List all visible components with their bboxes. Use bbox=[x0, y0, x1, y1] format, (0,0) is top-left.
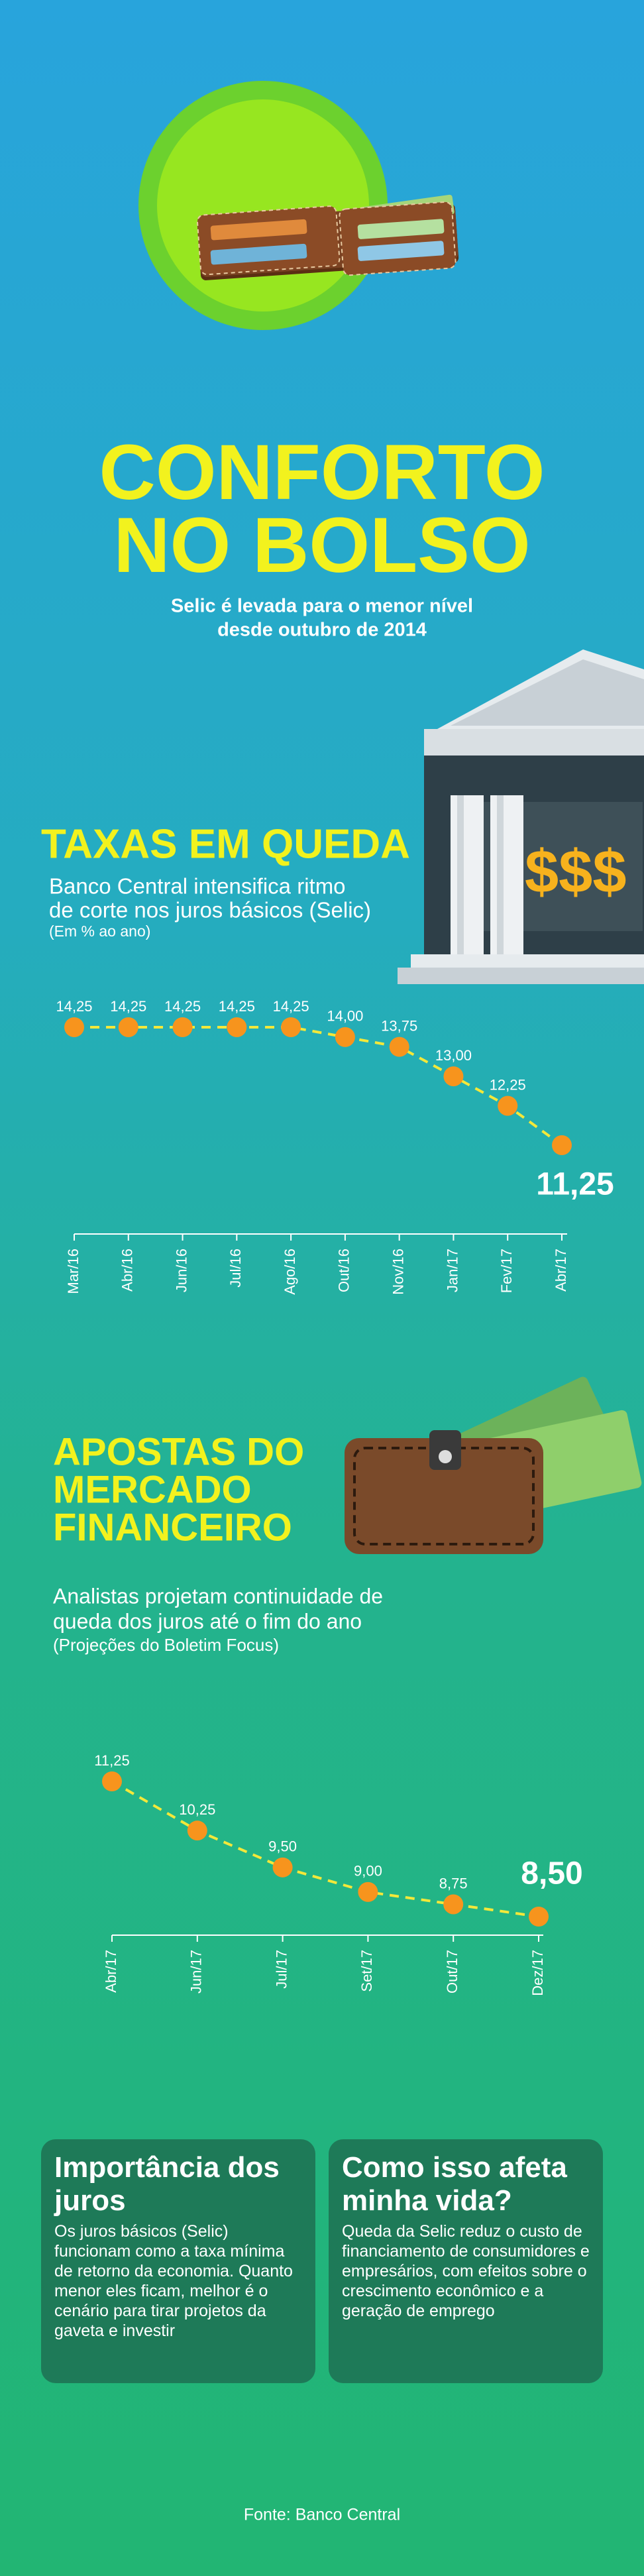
source: Fonte: Banco Central bbox=[244, 2506, 400, 2524]
point bbox=[529, 1907, 549, 1927]
box-text: Queda da Selic reduz o custo de financia… bbox=[342, 2222, 590, 2320]
x-tick-label: Jul/17 bbox=[273, 1950, 290, 1989]
value-label-highlight: 11,25 bbox=[536, 1167, 614, 1202]
value-label: 9,00 bbox=[354, 1863, 382, 1879]
money-wallet-icon bbox=[345, 1376, 642, 1554]
value-label: 14,25 bbox=[164, 998, 201, 1015]
x-tick-label: Ago/16 bbox=[282, 1249, 298, 1295]
x-tick-label: Abr/16 bbox=[119, 1249, 136, 1292]
point bbox=[552, 1135, 572, 1155]
x-tick-label: Abr/17 bbox=[103, 1950, 119, 1993]
chart-title: FINANCEIRO bbox=[53, 1506, 292, 1549]
main-subtitle: desde outubro de 2014 bbox=[217, 620, 427, 641]
main-title: CONFORTO bbox=[99, 429, 545, 516]
chart-subtitle: queda dos juros até o fim do ano bbox=[53, 1609, 362, 1633]
value-label: 14,25 bbox=[110, 998, 146, 1015]
x-tick-label: Nov/16 bbox=[390, 1249, 406, 1295]
point bbox=[389, 1036, 409, 1057]
point bbox=[335, 1027, 355, 1047]
x-tick-label: Jul/16 bbox=[227, 1249, 244, 1288]
value-label-highlight: 8,50 bbox=[521, 1856, 582, 1891]
x-tick-label: Out/16 bbox=[336, 1249, 352, 1292]
line bbox=[111, 1780, 539, 1918]
point bbox=[281, 1017, 301, 1037]
chart-subtitle: Analistas projetam continuidade de bbox=[53, 1584, 383, 1608]
point bbox=[187, 1820, 207, 1841]
value-label: 12,25 bbox=[490, 1076, 526, 1093]
line bbox=[74, 1026, 563, 1147]
x-tick-label: Out/17 bbox=[444, 1950, 460, 1993]
value-label: 9,50 bbox=[268, 1838, 297, 1855]
value-label: 14,25 bbox=[56, 998, 92, 1015]
wallet-icon bbox=[196, 194, 459, 280]
value-label: 14,00 bbox=[327, 1008, 363, 1025]
chart-subtitle: Banco Central intensifica ritmo bbox=[49, 874, 346, 899]
point bbox=[272, 1857, 293, 1877]
box-title: Importância dos juros bbox=[54, 2151, 280, 2217]
value-label: 8,75 bbox=[439, 1875, 468, 1891]
x-tick-label: Mar/16 bbox=[65, 1249, 81, 1294]
x-tick-label: Abr/17 bbox=[553, 1249, 569, 1292]
box-title: Como isso afeta minha vida? bbox=[342, 2151, 567, 2217]
value-label: 13,00 bbox=[435, 1047, 472, 1064]
point bbox=[64, 1017, 84, 1037]
value-label: 14,25 bbox=[219, 998, 255, 1015]
chart-title: APOSTAS DO bbox=[53, 1430, 304, 1473]
bank-sign: $$$ bbox=[525, 838, 627, 905]
chart-note: (Projeções do Boletim Focus) bbox=[53, 1635, 279, 1655]
main-subtitle: Selic é levada para o menor nível bbox=[171, 596, 473, 617]
bank-icon bbox=[398, 649, 644, 984]
wallet-circle bbox=[157, 99, 369, 311]
value-label: 14,25 bbox=[273, 998, 309, 1015]
x-tick-label: Dez/17 bbox=[529, 1950, 546, 1996]
value-label: 13,75 bbox=[381, 1017, 417, 1034]
point bbox=[118, 1017, 138, 1037]
box-text: Os juros básicos (Selic) funcionam como … bbox=[54, 2222, 293, 2340]
chart-title: MERCADO bbox=[53, 1468, 252, 1511]
x-tick-label: Jan/17 bbox=[444, 1249, 460, 1292]
info-box: Importância dos juros Os juros básicos (… bbox=[41, 2139, 315, 2383]
info-box: Como isso afeta minha vida? Queda da Sel… bbox=[329, 2139, 603, 2383]
x-tick-label: Jun/17 bbox=[188, 1950, 205, 1993]
point bbox=[227, 1017, 247, 1037]
point bbox=[172, 1017, 193, 1037]
x-tick-label: Fev/17 bbox=[498, 1249, 515, 1293]
point bbox=[498, 1095, 518, 1116]
value-label: 11,25 bbox=[94, 1752, 129, 1769]
chart-subtitle: de corte nos juros básicos (Selic) bbox=[49, 898, 371, 923]
x-tick-label: Set/17 bbox=[358, 1950, 375, 1992]
main-title: NO BOLSO bbox=[113, 502, 530, 589]
x-tick-label: Jun/16 bbox=[173, 1249, 189, 1292]
point bbox=[443, 1894, 464, 1915]
value-label: 10,25 bbox=[179, 1801, 215, 1818]
point bbox=[358, 1881, 378, 1902]
chart-note: (Em % ao ano) bbox=[49, 923, 150, 940]
point bbox=[443, 1066, 464, 1087]
point bbox=[102, 1771, 122, 1791]
chart-title: TAXAS EM QUEDA bbox=[41, 821, 410, 867]
